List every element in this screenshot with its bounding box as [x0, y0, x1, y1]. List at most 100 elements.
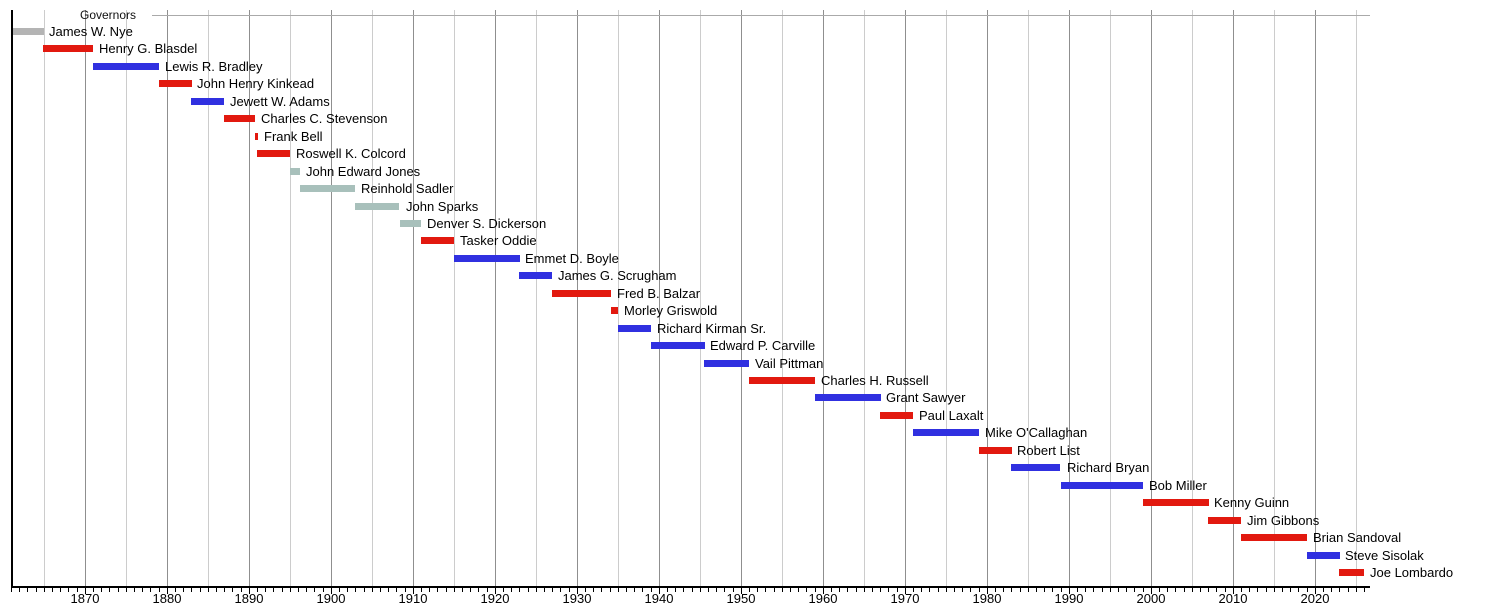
axis-tick: [421, 588, 422, 592]
governor-label: Roswell K. Colcord: [296, 146, 406, 161]
governor-label: Kenny Guinn: [1214, 495, 1290, 510]
governor-bar: [1241, 534, 1307, 541]
axis-tick: [454, 588, 455, 592]
gridline: [1315, 10, 1316, 586]
axis-tick: [396, 588, 397, 592]
axis-tick: [700, 588, 701, 592]
axis-tick-label: 1980: [972, 591, 1002, 606]
axis-tick: [675, 588, 676, 592]
axis-tick: [462, 588, 463, 592]
axis-tick: [159, 588, 160, 592]
governor-bar: [1011, 464, 1060, 471]
governor-label: Morley Griswold: [624, 303, 718, 318]
axis-tick: [790, 588, 791, 592]
governor-bar: [618, 325, 651, 332]
axis-tick: [446, 588, 447, 592]
axis-tick: [634, 588, 635, 592]
axis-tick-label: 1940: [644, 591, 674, 606]
axis-tick: [806, 588, 807, 592]
axis-tick: [1249, 588, 1250, 592]
axis-tick: [1151, 588, 1152, 594]
gridline: [454, 10, 455, 586]
governor-bar: [290, 168, 300, 175]
gridline: [782, 10, 783, 586]
governor-bar: [1208, 517, 1241, 524]
axis-tick: [503, 588, 504, 592]
governor-label: Tasker Oddie: [460, 233, 537, 248]
axis-tick-label: 2020: [1300, 591, 1330, 606]
axis-tick: [552, 588, 553, 592]
governor-label: Emmet D. Boyle: [525, 251, 619, 266]
axis-tick: [265, 588, 266, 592]
axis-tick: [257, 588, 258, 592]
governor-label: James G. Scrugham: [558, 268, 677, 283]
axis-tick: [109, 588, 110, 592]
axis-tick: [815, 588, 816, 592]
axis-tick: [839, 588, 840, 592]
governor-bar: [355, 203, 399, 210]
axis-tick: [1282, 588, 1283, 592]
axis-tick: [1290, 588, 1291, 592]
axis-tick: [987, 588, 988, 594]
axis-tick: [191, 588, 192, 592]
governor-bar: [749, 377, 815, 384]
governor-bar: [1143, 499, 1209, 506]
axis-tick: [1044, 588, 1045, 592]
axis-tick: [1167, 588, 1168, 592]
governor-bar: [400, 220, 421, 227]
axis-tick: [864, 588, 865, 592]
governor-label: Brian Sandoval: [1313, 530, 1402, 545]
gridline: [1233, 10, 1234, 586]
governor-bar: [159, 80, 192, 87]
axis-tick: [1331, 588, 1332, 592]
gridline: [126, 10, 127, 586]
axis-tick: [856, 588, 857, 592]
axis-tick: [183, 588, 184, 592]
axis-tick: [1208, 588, 1209, 592]
axis-tick: [241, 588, 242, 592]
axis-tick: [60, 588, 61, 592]
gridline: [741, 10, 742, 586]
axis-tick: [437, 588, 438, 592]
axis-tick: [273, 588, 274, 592]
governor-label: Jewett W. Adams: [230, 94, 330, 109]
axis-tick: [44, 588, 45, 592]
axis-tick: [642, 588, 643, 592]
axis-tick: [36, 588, 37, 592]
axis-tick: [651, 588, 652, 592]
axis-tick: [77, 588, 78, 592]
axis-tick: [101, 588, 102, 592]
gridline: [249, 10, 250, 586]
gridline: [905, 10, 906, 586]
axis-tick: [511, 588, 512, 592]
axis-tick: [134, 588, 135, 592]
axis-tick: [232, 588, 233, 592]
axis-tick: [757, 588, 758, 592]
axis-tick: [1200, 588, 1201, 592]
axis-tick: [847, 588, 848, 592]
axis-tick: [692, 588, 693, 592]
axis-tick: [470, 588, 471, 592]
governor-label: Vail Pittman: [755, 356, 824, 371]
gridline: [577, 10, 578, 586]
gridline: [1274, 10, 1275, 586]
axis-tick: [1348, 588, 1349, 592]
governor-label: Lewis R. Bradley: [165, 59, 263, 74]
axis-tick: [938, 588, 939, 592]
governor-bar: [300, 185, 355, 192]
governor-bar: [255, 133, 258, 140]
axis-tick: [1110, 588, 1111, 592]
axis-tick: [724, 588, 725, 592]
gridline: [1151, 10, 1152, 586]
axis-tick: [708, 588, 709, 592]
axis-tick: [429, 588, 430, 592]
governor-label: Fred B. Balzar: [617, 286, 701, 301]
axis-tick-label: 1960: [808, 591, 838, 606]
axis-tick: [683, 588, 684, 592]
governor-label: John Henry Kinkead: [197, 76, 315, 91]
axis-tick: [733, 588, 734, 592]
axis-tick: [1216, 588, 1217, 592]
governor-bar: [979, 447, 1012, 454]
axis-tick-label: 1870: [70, 591, 100, 606]
axis-tick: [1175, 588, 1176, 592]
